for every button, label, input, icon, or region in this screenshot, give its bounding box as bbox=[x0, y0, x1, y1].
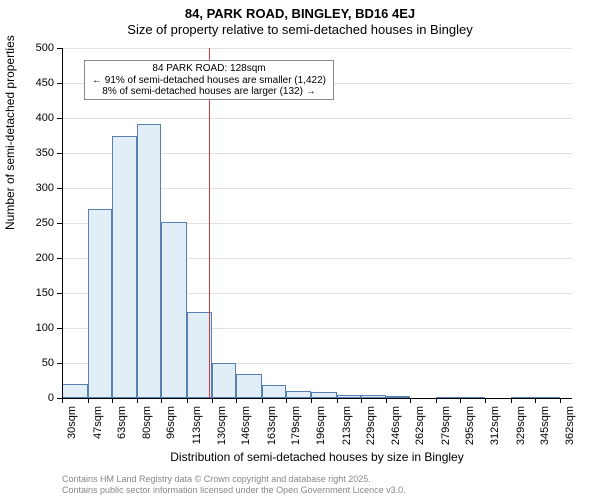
x-tick-label: 113sqm bbox=[191, 406, 203, 456]
annotation-line-1: 84 PARK ROAD: 128sqm bbox=[88, 63, 330, 75]
x-tick-label: 130sqm bbox=[216, 406, 228, 456]
annotation-line-3: 8% of semi-detached houses are larger (1… bbox=[88, 86, 330, 98]
grid-line bbox=[62, 48, 572, 49]
x-tick-label: 262sqm bbox=[414, 406, 426, 456]
x-tick-label: 63sqm bbox=[116, 406, 128, 456]
x-tick-label: 196sqm bbox=[315, 406, 327, 456]
histogram-bar bbox=[161, 222, 187, 398]
x-tick-label: 229sqm bbox=[365, 406, 377, 456]
y-axis-line bbox=[62, 48, 63, 398]
histogram-bar bbox=[212, 363, 236, 398]
x-tick-label: 30sqm bbox=[66, 406, 78, 456]
y-tick-label: 0 bbox=[14, 392, 54, 404]
x-tick-label: 163sqm bbox=[266, 406, 278, 456]
annotation-line-2: ← 91% of semi-detached houses are smalle… bbox=[88, 75, 330, 87]
y-tick-label: 150 bbox=[14, 287, 54, 299]
x-tick-label: 246sqm bbox=[390, 406, 402, 456]
chart-title: 84, PARK ROAD, BINGLEY, BD16 4EJ bbox=[0, 0, 600, 22]
reference-line bbox=[209, 48, 210, 398]
histogram-bar bbox=[286, 391, 312, 398]
grid-line bbox=[62, 118, 572, 119]
y-tick-label: 500 bbox=[14, 42, 54, 54]
histogram-bar bbox=[88, 209, 112, 398]
footer-attribution: Contains HM Land Registry data © Crown c… bbox=[62, 474, 406, 496]
x-axis-line bbox=[62, 398, 572, 399]
y-tick-label: 350 bbox=[14, 147, 54, 159]
x-tick-label: 146sqm bbox=[240, 406, 252, 456]
histogram-bar bbox=[137, 124, 161, 398]
x-tick-label: 96sqm bbox=[165, 406, 177, 456]
y-tick-label: 100 bbox=[14, 322, 54, 334]
x-tick-label: 279sqm bbox=[440, 406, 452, 456]
chart-container: 84, PARK ROAD, BINGLEY, BD16 4EJ Size of… bbox=[0, 0, 600, 500]
x-tick-label: 329sqm bbox=[515, 406, 527, 456]
plot-area: 84 PARK ROAD: 128sqm← 91% of semi-detach… bbox=[62, 48, 572, 398]
y-tick-label: 450 bbox=[14, 77, 54, 89]
y-tick-label: 200 bbox=[14, 252, 54, 264]
histogram-bar bbox=[112, 136, 138, 399]
footer-line-2: Contains public sector information licen… bbox=[62, 485, 406, 496]
x-tick-label: 80sqm bbox=[141, 406, 153, 456]
x-tick-label: 47sqm bbox=[92, 406, 104, 456]
x-tick-label: 345sqm bbox=[539, 406, 551, 456]
x-tick-label: 179sqm bbox=[290, 406, 302, 456]
y-tick-label: 250 bbox=[14, 217, 54, 229]
histogram-bar bbox=[62, 384, 88, 398]
x-tick-label: 312sqm bbox=[489, 406, 501, 456]
chart-subtitle: Size of property relative to semi-detach… bbox=[0, 22, 600, 38]
y-tick-label: 400 bbox=[14, 112, 54, 124]
x-tick-label: 295sqm bbox=[464, 406, 476, 456]
footer-line-1: Contains HM Land Registry data © Crown c… bbox=[62, 474, 406, 485]
y-tick-label: 50 bbox=[14, 357, 54, 369]
annotation-box: 84 PARK ROAD: 128sqm← 91% of semi-detach… bbox=[84, 60, 334, 100]
x-tick-label: 213sqm bbox=[341, 406, 353, 456]
histogram-bar bbox=[262, 385, 286, 398]
x-tick-label: 362sqm bbox=[564, 406, 576, 456]
y-tick-label: 300 bbox=[14, 182, 54, 194]
histogram-bar bbox=[236, 374, 262, 399]
